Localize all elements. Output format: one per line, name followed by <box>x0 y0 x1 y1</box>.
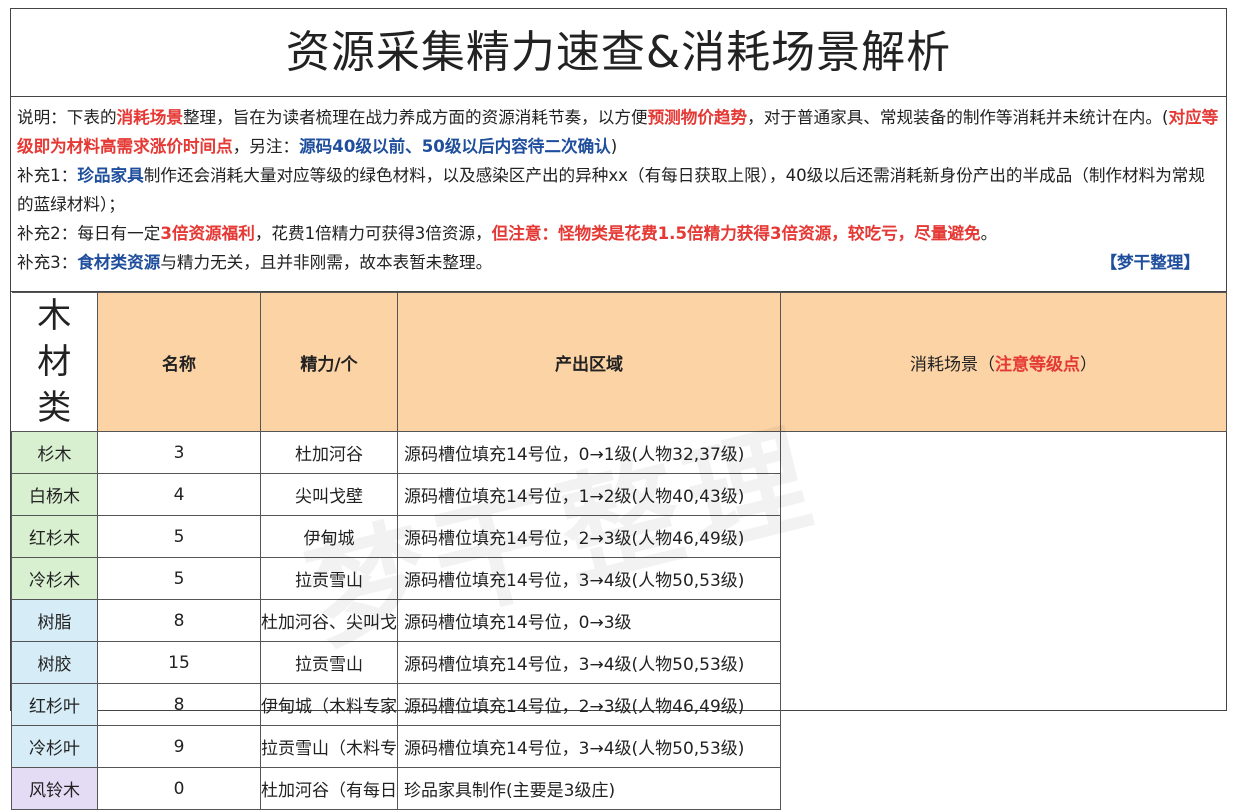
column-header: 消耗场景（注意等级点） <box>780 292 1227 432</box>
cell: 冷杉木 <box>11 557 98 600</box>
cell: 冷杉叶 <box>11 725 98 768</box>
cell: 5 <box>97 557 261 600</box>
cell: 尖叫戈壁 <box>260 473 398 516</box>
group-cell: 木材类 <box>11 292 98 432</box>
text-segment: 消耗场景（ <box>910 354 995 375</box>
cell: 8 <box>97 599 261 642</box>
note-paragraph: 补充3：食材类资源与精力无关，且并非刚需，故本表暂未整理。 【梦干整理】 <box>17 248 1220 277</box>
column-header: 产出区域 <box>397 292 781 432</box>
cell: 源码槽位填充14号位，2→3级(人物46,49级) <box>397 683 781 726</box>
text-segment: 补充1： <box>17 166 78 185</box>
cell: 风铃木 <box>11 767 98 810</box>
cell: 4 <box>97 473 261 516</box>
text-segment: 说明：下表的 <box>17 108 117 127</box>
text-segment: ） <box>1080 354 1097 375</box>
text-segment: 产出区域 <box>555 354 623 375</box>
cell: 杜加河谷、尖叫戈壁、伊甸城 <box>260 599 398 642</box>
cell: 源码槽位填充14号位，2→3级(人物46,49级) <box>397 515 781 558</box>
cell: 珍品家具制作(主要是3级庄) <box>397 767 781 810</box>
notes: 说明：下表的消耗场景整理，旨在为读者梳理在战力养成方面的资源消耗节奏，以方便预测… <box>11 97 1226 292</box>
cell: 拉贡雪山（木料专家） <box>260 725 398 768</box>
cell: 源码槽位填充14号位，0→3级 <box>397 599 781 642</box>
note-paragraph: 说明：下表的消耗场景整理，旨在为读者梳理在战力养成方面的资源消耗节奏，以方便预测… <box>17 103 1220 161</box>
text-segment: 预测物价趋势 <box>647 108 748 127</box>
cell: 红杉叶 <box>11 683 98 726</box>
header-row: 木材类 名称 精力/个 产出区域 消耗场景（注意等级点） <box>11 292 1227 432</box>
signature: 【梦干整理】 <box>1100 253 1200 272</box>
text-segment: ) <box>610 137 618 156</box>
cell: 源码槽位填充14号位，3→4级(人物50,53级) <box>397 725 781 768</box>
table: 木材类 名称 精力/个 产出区域 消耗场景（注意等级点） 杉木 3 杜加河谷 源码槽位填充14… <box>11 292 1227 810</box>
cell: 拉贡雪山 <box>260 557 398 600</box>
text-segment: 补充2：每日有一定 <box>17 224 161 243</box>
cell: 15 <box>97 641 261 684</box>
cell: 8 <box>97 683 261 726</box>
text-segment: 源码40级以前、50级以后内容待二次确认 <box>299 137 611 156</box>
cell: 3 <box>97 431 261 474</box>
text-segment: 食材类资源 <box>77 253 161 272</box>
cell: 9 <box>97 725 261 768</box>
cell: 杜加河谷（有每日获取上限） <box>260 767 398 810</box>
table-row: 红杉木 5 伊甸城 源码槽位填充14号位，2→3级(人物46,49级) <box>11 515 1227 558</box>
text-segment: 3倍资源福利 <box>160 224 255 243</box>
text-segment: 精力/个 <box>300 354 358 375</box>
text-segment: ，花费1倍精力可获得3倍资源， <box>254 224 492 243</box>
text-segment: 整理，旨在为读者梳理在战力养成方面的资源消耗节奏，以方便 <box>182 108 648 127</box>
cell: 杉木 <box>11 431 98 474</box>
cell: 树脂 <box>11 599 98 642</box>
text-segment: ，另注： <box>232 137 300 156</box>
cell: 源码槽位填充14号位，3→4级(人物50,53级) <box>397 641 781 684</box>
cell: 红杉木 <box>11 515 98 558</box>
page: 资源采集精力速查&消耗场景解析 说明：下表的消耗场景整理，旨在为读者梳理在战力养… <box>10 8 1227 810</box>
column-header: 名称 <box>97 292 261 432</box>
text-segment: 补充3： <box>17 253 78 272</box>
cell: 拉贡雪山 <box>260 641 398 684</box>
text-segment: ，对于普通家具、常规装备的制作等消耗并未统计在内。( <box>747 108 1169 127</box>
cell: 伊甸城 <box>260 515 398 558</box>
table-row: 杉木 3 杜加河谷 源码槽位填充14号位，0→1级(人物32,37级) <box>11 431 1227 474</box>
cell: 伊甸城（木料专家） <box>260 683 398 726</box>
table-row: 树胶 15 拉贡雪山 源码槽位填充14号位，3→4级(人物50,53级) <box>11 641 1227 684</box>
text-segment: 注意等级点 <box>995 354 1080 375</box>
text-segment: 但注意：怪物类是花费1.5倍精力获得3倍资源，较吃亏，尽量避免 <box>491 224 981 243</box>
cell: 杜加河谷 <box>260 431 398 474</box>
cell: 5 <box>97 515 261 558</box>
text-segment: 消耗场景 <box>116 108 183 127</box>
table-row: 冷杉木 5 拉贡雪山 源码槽位填充14号位，3→4级(人物50,53级) <box>11 557 1227 600</box>
note-paragraph: 补充2：每日有一定3倍资源福利，花费1倍精力可获得3倍资源，但注意：怪物类是花费… <box>17 219 1220 248</box>
cell: 源码槽位填充14号位，0→1级(人物32,37级) <box>397 431 781 474</box>
cell: 源码槽位填充14号位，3→4级(人物50,53级) <box>397 557 781 600</box>
text-segment: 制作还会消耗大量对应等级的绿色材料，以及感染区产出的异种xx（有每日获取上限），… <box>17 166 1205 214</box>
table-row: 白杨木 4 尖叫戈壁 源码槽位填充14号位，1→2级(人物40,43级) <box>11 473 1227 516</box>
column-header: 精力/个 <box>260 292 398 432</box>
text-segment: 名称 <box>162 354 196 375</box>
cell: 0 <box>97 767 261 810</box>
cell: 树胶 <box>11 641 98 684</box>
sheet: 资源采集精力速查&消耗场景解析 说明：下表的消耗场景整理，旨在为读者梳理在战力养… <box>10 8 1227 810</box>
note-paragraph: 补充1：珍品家具制作还会消耗大量对应等级的绿色材料，以及感染区产出的异种xx（有… <box>17 161 1220 219</box>
text-segment: 对应等级即为材料高需求涨价时间点 <box>17 108 1219 156</box>
text-segment: 与精力无关，且并非刚需，故本表暂未整理。 <box>160 253 493 272</box>
text-segment: 珍品家具 <box>77 166 144 185</box>
cell: 白杨木 <box>11 473 98 516</box>
cell: 源码槽位填充14号位，1→2级(人物40,43级) <box>397 473 781 516</box>
group-label: 木材类 <box>37 296 72 428</box>
text-segment: 。 <box>980 224 998 243</box>
title: 资源采集精力速查&消耗场景解析 <box>11 9 1226 97</box>
